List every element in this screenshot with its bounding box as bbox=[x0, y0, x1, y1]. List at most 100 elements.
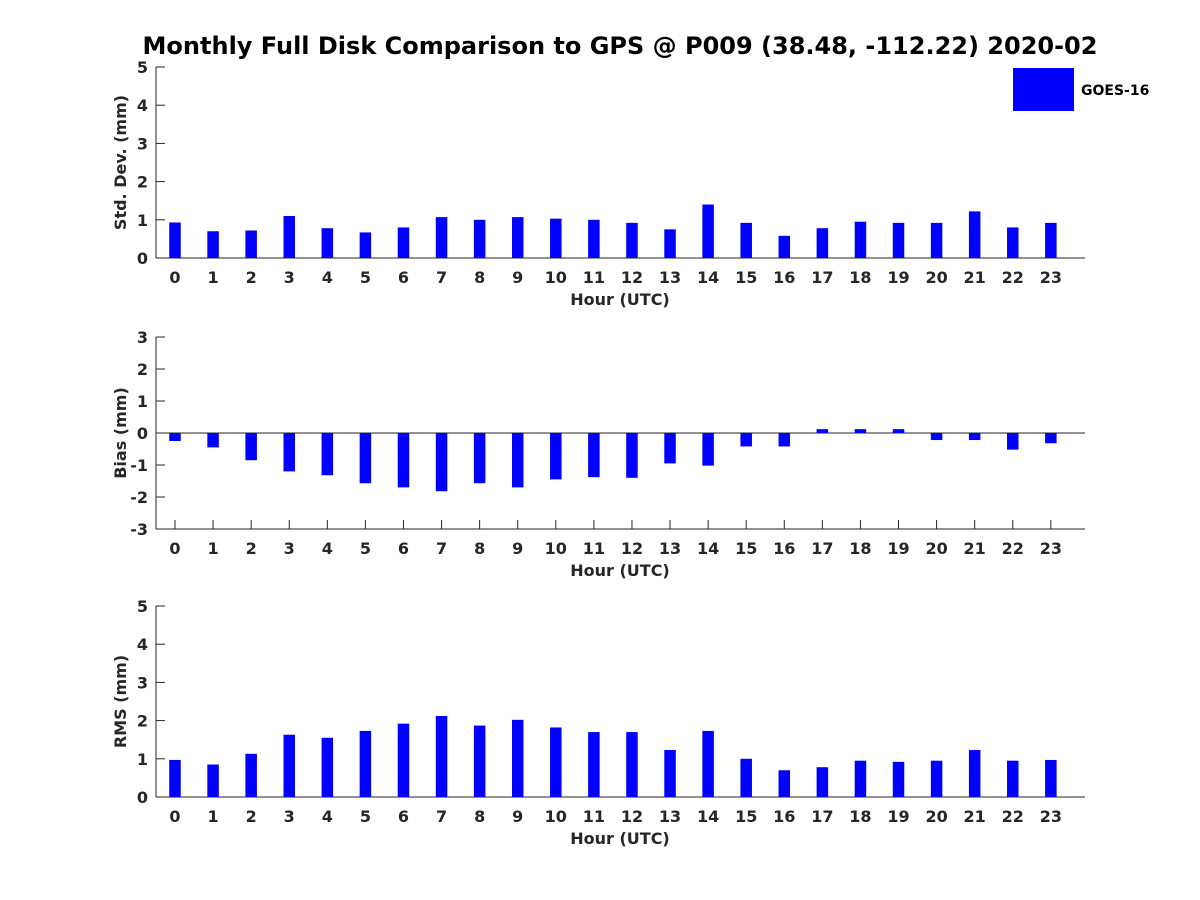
bias-bar-hour-10 bbox=[550, 433, 562, 480]
rms-bar-hour-10 bbox=[550, 727, 562, 797]
bias-y-tick-label: 1 bbox=[137, 392, 148, 411]
rms-bar-hour-12 bbox=[626, 732, 638, 797]
rms-bar-hour-0 bbox=[169, 759, 181, 797]
bias-x-tick-label: 23 bbox=[1040, 539, 1062, 558]
rms-x-tick-label: 16 bbox=[773, 807, 795, 826]
bias-x-tick-label: 5 bbox=[360, 539, 371, 558]
bias-x-tick-label: 20 bbox=[925, 539, 947, 558]
std-dev-bar-hour-10 bbox=[550, 218, 562, 258]
std-dev-x-tick-label: 21 bbox=[964, 268, 986, 287]
bias-x-tick-label: 22 bbox=[1002, 539, 1024, 558]
rms-bar-hour-20 bbox=[930, 760, 943, 797]
rms-bar-hour-8 bbox=[473, 725, 486, 797]
std-dev-x-tick-label: 5 bbox=[360, 268, 371, 287]
bias-bar-hour-8 bbox=[473, 433, 486, 484]
std-dev-y-tick-label: 4 bbox=[137, 96, 148, 115]
std-dev-bar-hour-18 bbox=[854, 221, 867, 258]
rms-x-tick-label: 1 bbox=[208, 807, 219, 826]
rms-bar-hour-19 bbox=[892, 761, 905, 797]
bias-bar-hour-9 bbox=[511, 433, 524, 488]
bias-x-tick-label: 14 bbox=[697, 539, 719, 558]
rms-bar-hour-18 bbox=[854, 760, 867, 797]
std-dev-y-tick-label: 0 bbox=[137, 249, 148, 268]
bias-x-tick-label: 15 bbox=[735, 539, 757, 558]
bias-bar-hour-12 bbox=[626, 433, 638, 478]
bias-bar-hour-7 bbox=[435, 433, 448, 492]
std-dev-bar-hour-7 bbox=[435, 217, 448, 258]
rms-bar-hour-9 bbox=[511, 719, 524, 797]
rms-x-tick-label: 2 bbox=[246, 807, 257, 826]
std-dev-bar-hour-16 bbox=[778, 235, 791, 258]
rms-x-tick-label: 10 bbox=[545, 807, 567, 826]
bias-x-axis-label: Hour (UTC) bbox=[570, 561, 670, 580]
std-dev-y-tick-label: 5 bbox=[137, 58, 148, 77]
bias-x-tick-label: 10 bbox=[545, 539, 567, 558]
rms-x-tick-label: 0 bbox=[169, 807, 180, 826]
bias-bar-hour-17 bbox=[816, 429, 829, 433]
std-dev-bar-hour-1 bbox=[207, 231, 219, 258]
std-dev-x-tick-label: 18 bbox=[849, 268, 871, 287]
rms-x-tick-label: 12 bbox=[621, 807, 643, 826]
bias-bar-hour-2 bbox=[245, 433, 257, 461]
legend: GOES-16 bbox=[1013, 68, 1149, 111]
rms-x-tick-label: 13 bbox=[659, 807, 681, 826]
std-dev-x-tick-label: 17 bbox=[811, 268, 833, 287]
bias-x-tick-label: 11 bbox=[583, 539, 605, 558]
std-dev-x-tick-label: 13 bbox=[659, 268, 681, 287]
rms-bar-hour-15 bbox=[740, 758, 752, 797]
std-dev-y-tick-label: 1 bbox=[137, 211, 148, 230]
bias-bar-hour-1 bbox=[207, 433, 219, 448]
rms-bar-hour-11 bbox=[588, 732, 600, 797]
bias-x-tick-label: 3 bbox=[284, 539, 295, 558]
std-dev-bar-hour-9 bbox=[511, 217, 524, 258]
bias-bar-hour-22 bbox=[1007, 433, 1019, 450]
bias-bar-hour-13 bbox=[664, 433, 676, 464]
rms-y-tick-label: 2 bbox=[137, 712, 148, 731]
bias-bar-hour-15 bbox=[740, 433, 752, 447]
std-dev-x-tick-label: 3 bbox=[284, 268, 295, 287]
bias-y-tick-label: -3 bbox=[130, 520, 148, 539]
rms-y-tick-label: 4 bbox=[137, 635, 148, 654]
rms-x-tick-label: 20 bbox=[925, 807, 947, 826]
std-dev-bar-hour-21 bbox=[968, 211, 981, 258]
bias-bar-hour-18 bbox=[854, 429, 867, 433]
rms-x-tick-label: 15 bbox=[735, 807, 757, 826]
std-dev-bar-hour-0 bbox=[169, 222, 181, 258]
std-dev-x-tick-label: 9 bbox=[512, 268, 523, 287]
rms-bar-hour-14 bbox=[702, 730, 714, 797]
bias-y-axis-label: Bias (mm) bbox=[111, 387, 130, 479]
std-dev-x-tick-label: 23 bbox=[1040, 268, 1062, 287]
std-dev-bar-hour-17 bbox=[816, 228, 829, 258]
rms-x-tick-label: 18 bbox=[849, 807, 871, 826]
std-dev-x-tick-label: 1 bbox=[208, 268, 219, 287]
bias-bar-hour-16 bbox=[778, 433, 791, 447]
std-dev-x-tick-label: 6 bbox=[398, 268, 409, 287]
bias-bar-hour-3 bbox=[283, 433, 295, 472]
rms-bar-hour-2 bbox=[245, 753, 257, 797]
rms-bar-hour-21 bbox=[968, 750, 981, 797]
bias-x-tick-label: 16 bbox=[773, 539, 795, 558]
rms-x-tick-label: 19 bbox=[887, 807, 909, 826]
rms-x-tick-label: 9 bbox=[512, 807, 523, 826]
rms-x-tick-label: 14 bbox=[697, 807, 719, 826]
rms-bar-hour-4 bbox=[321, 737, 334, 797]
rms-x-tick-label: 21 bbox=[964, 807, 986, 826]
std-dev-x-tick-label: 12 bbox=[621, 268, 643, 287]
bias-x-tick-label: 17 bbox=[811, 539, 833, 558]
bias-y-tick-label: 2 bbox=[137, 360, 148, 379]
bias-x-tick-label: 21 bbox=[964, 539, 986, 558]
rms-bar-hour-6 bbox=[397, 723, 410, 797]
rms-x-axis-label: Hour (UTC) bbox=[570, 829, 670, 848]
rms-x-tick-label: 5 bbox=[360, 807, 371, 826]
std-dev-bar-hour-13 bbox=[664, 229, 676, 258]
std-dev-x-tick-label: 11 bbox=[583, 268, 605, 287]
bias-bar-hour-14 bbox=[702, 433, 714, 466]
rms-x-tick-label: 8 bbox=[474, 807, 485, 826]
figure-title: Monthly Full Disk Comparison to GPS @ P0… bbox=[143, 32, 1098, 60]
bias-x-tick-label: 0 bbox=[169, 539, 180, 558]
bias-bar-hour-4 bbox=[321, 433, 334, 476]
rms-x-tick-label: 7 bbox=[436, 807, 447, 826]
std-dev-bar-hour-5 bbox=[359, 232, 372, 258]
std-dev-y-axis-label: Std. Dev. (mm) bbox=[111, 95, 130, 230]
